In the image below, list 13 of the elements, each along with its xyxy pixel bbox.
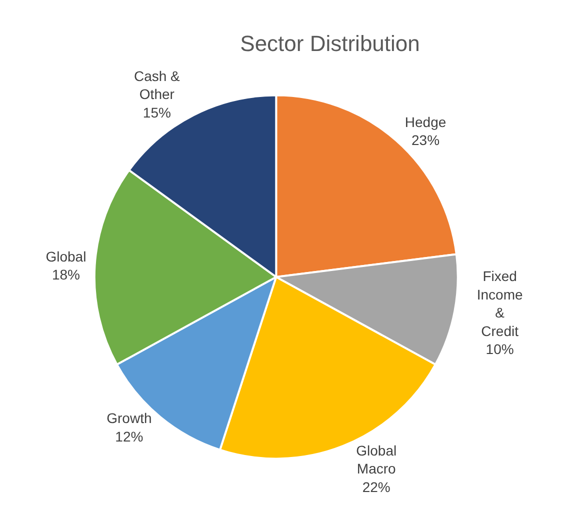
slice-label: Cash & Other xyxy=(134,68,181,102)
data-label: 15% xyxy=(142,104,171,120)
chart-title: Sector Distribution xyxy=(240,30,420,56)
data-label: 18% xyxy=(52,266,80,283)
data-label: 22% xyxy=(362,478,390,495)
slice-label: Growth xyxy=(106,410,152,426)
data-label: 12% xyxy=(115,428,144,444)
slice-label: Global Macro xyxy=(356,442,397,477)
data-label: 10% xyxy=(486,340,514,357)
slice-label: Hedge xyxy=(404,114,446,130)
data-label: 23% xyxy=(411,132,440,148)
slice-label: Fixed Income & Credit xyxy=(476,268,523,339)
slice-label: Global xyxy=(46,248,86,264)
